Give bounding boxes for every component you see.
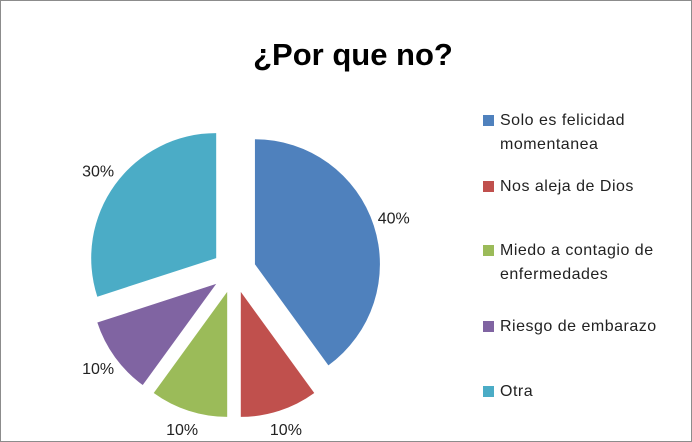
legend-item: Riesgo de embarazo <box>483 315 688 339</box>
legend-swatch <box>483 181 494 192</box>
legend-item: Otra <box>483 380 688 404</box>
chart-title: ¿Por que no? <box>253 37 453 72</box>
data-label: 10% <box>166 422 198 439</box>
legend-label: Riesgo de embarazo <box>500 318 657 335</box>
pie-slice <box>153 291 228 417</box>
legend-label: Nos aleja de Dios <box>500 178 634 195</box>
data-label: 10% <box>82 361 114 378</box>
legend-item: Miedo a contagio de enfermedades <box>483 239 688 287</box>
legend-swatch <box>483 386 494 397</box>
legend-swatch <box>483 245 494 256</box>
legend-item: Nos aleja de Dios <box>483 175 688 199</box>
legend-swatch <box>483 115 494 126</box>
data-label: 30% <box>82 163 114 180</box>
legend-label: Solo es felicidad momentanea <box>500 112 626 153</box>
pie-slice <box>240 291 315 417</box>
legend-label: Otra <box>500 383 534 400</box>
pie-slice <box>254 139 380 366</box>
pie-slice <box>97 283 217 386</box>
pie-slice <box>91 133 217 297</box>
legend-swatch <box>483 321 494 332</box>
legend-item: Solo es felicidad momentanea <box>483 109 688 157</box>
legend-label: Miedo a contagio de enfermedades <box>500 242 654 283</box>
data-label: 40% <box>378 210 410 227</box>
data-label: 10% <box>270 422 302 439</box>
